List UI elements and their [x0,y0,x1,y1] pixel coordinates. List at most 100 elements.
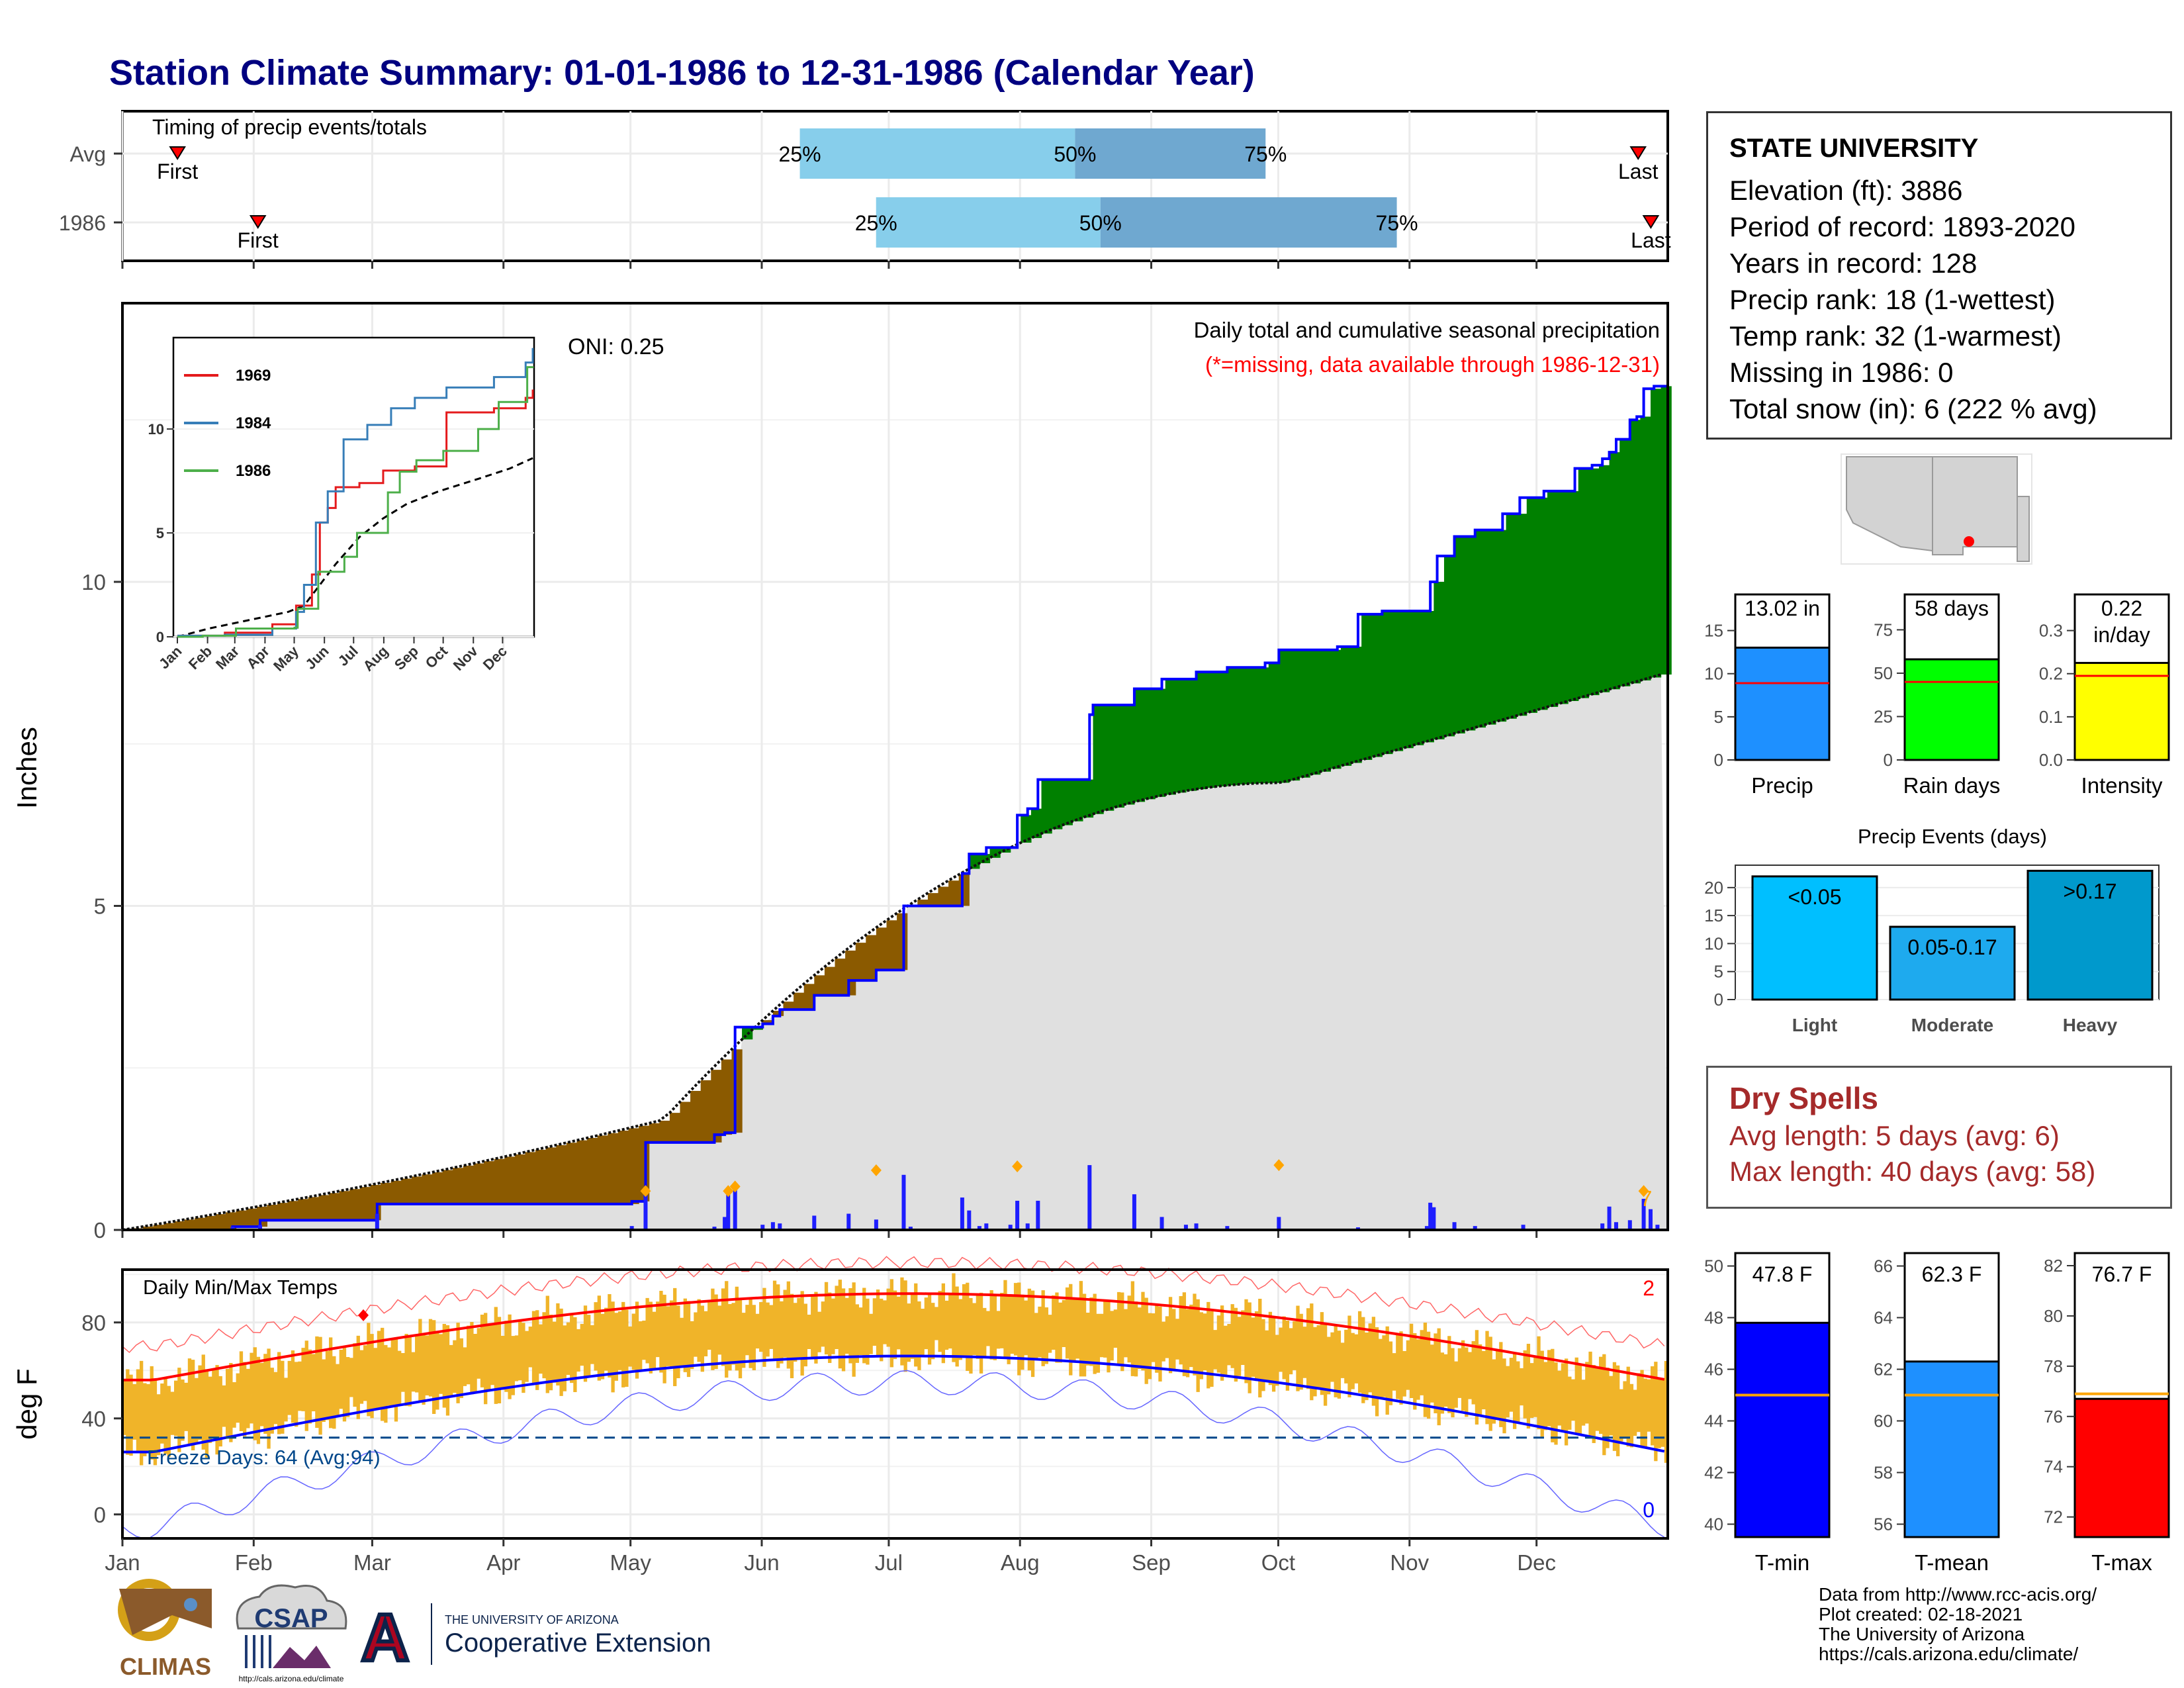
events-tick-label: 15 [1704,906,1723,925]
temp-summary-tick-label: 44 [1704,1411,1723,1431]
mini-axis-label-Rain days: Rain days [1903,773,2001,798]
events-category-label-Moderate: Moderate [1911,1015,1993,1035]
precip-daily-bar [812,1215,817,1230]
inset-y-tick-label: 5 [156,525,164,541]
month-label-Dec: Dec [1517,1550,1556,1575]
precip-missing-note: (*=missing, data available through 1986-… [1205,352,1660,377]
precip-daily-bar [1424,1226,1429,1230]
precip-deficit-fill [132,847,1021,1230]
mini-tick-label: 0.3 [2039,621,2063,641]
timing-first-label: First [157,160,198,183]
precip-daily-bar [1627,1220,1632,1230]
timing-grid [121,111,1668,269]
precip-daily-bar [967,1210,972,1230]
temp-y-tick-label: 0 [94,1503,106,1527]
timing-last-label: Last [1618,160,1659,183]
events-title: Precip Events (days) [1858,825,2047,848]
dry-spells-max: Max length: 40 days (avg: 58) [1729,1156,2096,1187]
events-bar-Light [1751,875,1878,1001]
credits-university: The University of Arizona [1819,1624,2025,1644]
month-axis: Jan Feb Mar Apr May Jun Jul Aug Sep Oct Nov Dec [105,1538,1556,1575]
mini-value-label-Intensity: 0.22 [2101,596,2142,620]
temp-summary-tick-label: 60 [1874,1411,1893,1431]
mini-tick-label: 10 [1704,664,1723,684]
mini-value-label-Precip: 13.02 in [1745,596,1820,620]
precip-daily-bar [1452,1222,1457,1230]
precip-daily-bar [1194,1223,1199,1230]
precip-heavy-marker [870,1164,882,1176]
events-category-label-Heavy: Heavy [2063,1015,2118,1035]
precip-daily-bar [1473,1226,1477,1230]
precip-daily-bar [901,1174,906,1230]
timing-last-marker [1642,215,1660,229]
station-elevation: Elevation (ft): 3886 [1729,175,1963,206]
precip-heavy-marker [1273,1159,1285,1172]
precip-daily-bar [1277,1217,1281,1230]
events-bar-label-Moderate: 0.05-0.17 [1907,935,1997,959]
precip-heavy-marker [1012,1160,1023,1173]
credits-data-source: Data from http://www.rcc-acis.org/ [1819,1584,2097,1605]
temp-summary-tick-label: 82 [2044,1256,2063,1276]
mini-tick-label: 25 [1874,706,1893,726]
precip-daily-bar [874,1219,878,1230]
temp-summary-tick-label: 48 [1704,1308,1723,1328]
temp-summary-tick-label: 40 [1704,1515,1723,1534]
mini-axis-label-Precip: Precip [1751,773,1813,798]
precip-daily-bar [1600,1223,1605,1230]
month-label-Oct: Oct [1261,1550,1295,1575]
inset-y-tick-label: 0 [156,629,164,645]
temp-summary-tick-label: 50 [1704,1256,1723,1276]
temp-content [122,1256,1668,1539]
temp-summary-tick-label: 78 [2044,1356,2063,1376]
station-temp-rank: Temp rank: 32 (1-warmest) [1729,320,2062,352]
temp-summary-tick-label: 58 [1874,1463,1893,1483]
temp-summary-tick-label: 66 [1874,1256,1893,1276]
precip-heavy-marker [640,1185,651,1197]
map-new-mexico-shape [1932,456,2018,555]
timing-p25-label: 25% [855,211,897,235]
precip-y-tick-label: 5 [94,894,106,918]
precip-daily-bar [760,1225,765,1230]
precip-daily-bar [908,1227,913,1230]
inset-legend-label-1969: 1969 [236,367,271,385]
record-high-count: 2 [1643,1276,1655,1300]
timing-last-label: Last [1631,228,1671,252]
timing-last-marker [1629,146,1647,160]
csap-logo-rain [245,1635,271,1668]
inset-y-tick-label: 10 [148,421,164,438]
temp-summary-bar-T-mean [1903,1360,2000,1538]
climas-logo-drop [184,1598,197,1611]
temp-y-tick-label: 80 [81,1311,106,1335]
temperature-panel: 0 40 80 deg F Daily Min/Max Temps Freeze D… [11,1256,1669,1575]
temp-summary-axis-label-T-min: T-min [1755,1550,1810,1575]
dry-spells-panel: Dry Spells Avg length: 5 days (avg: 6) M… [1706,1066,2172,1209]
mini-axis-label-Intensity: Intensity [2081,773,2163,798]
precip-daily-bar [1614,1222,1618,1230]
precip-daily-bar [1025,1223,1030,1230]
precip-content [122,385,1672,1231]
month-label-Nov: Nov [1390,1550,1429,1575]
timing-panel: Avg 25% 50% 75% First Last 1986 25% 50% 75% First L… [59,110,1671,269]
month-label-Jan: Jan [105,1550,140,1575]
mini-tick-label: 0 [1714,750,1723,770]
csap-logo: CSAP http://cals.arizona.edu/climate [236,1584,347,1683]
timing-bar-25-50 [799,128,1075,179]
temp-summary-value-label-T-mean: 62.3 F [1922,1262,1982,1286]
record-high-marker [358,1309,369,1321]
month-label-Sep: Sep [1132,1550,1171,1575]
climas-logo-text: CLIMAS [120,1653,211,1680]
credits-plot-date: Plot created: 02-18-2021 [1819,1604,2023,1624]
precip-daily-bar [733,1184,737,1230]
temp-summary-bar-T-min [1734,1321,1831,1538]
precip-heavy-marker [1638,1185,1649,1197]
temp-summary-value-label-T-max: 76.7 F [2092,1262,2152,1286]
timing-p50-label: 50% [1079,211,1122,235]
oni-label: ONI: 0.25 [568,334,664,359]
mini-tick-label: 15 [1704,621,1723,641]
temp-record-high-line [122,1256,1665,1354]
csap-logo-mountains [273,1646,331,1668]
precip-daily-bar [643,1194,648,1230]
climas-logo: CLIMAS [118,1579,212,1680]
month-label-Jul: Jul [875,1550,903,1575]
